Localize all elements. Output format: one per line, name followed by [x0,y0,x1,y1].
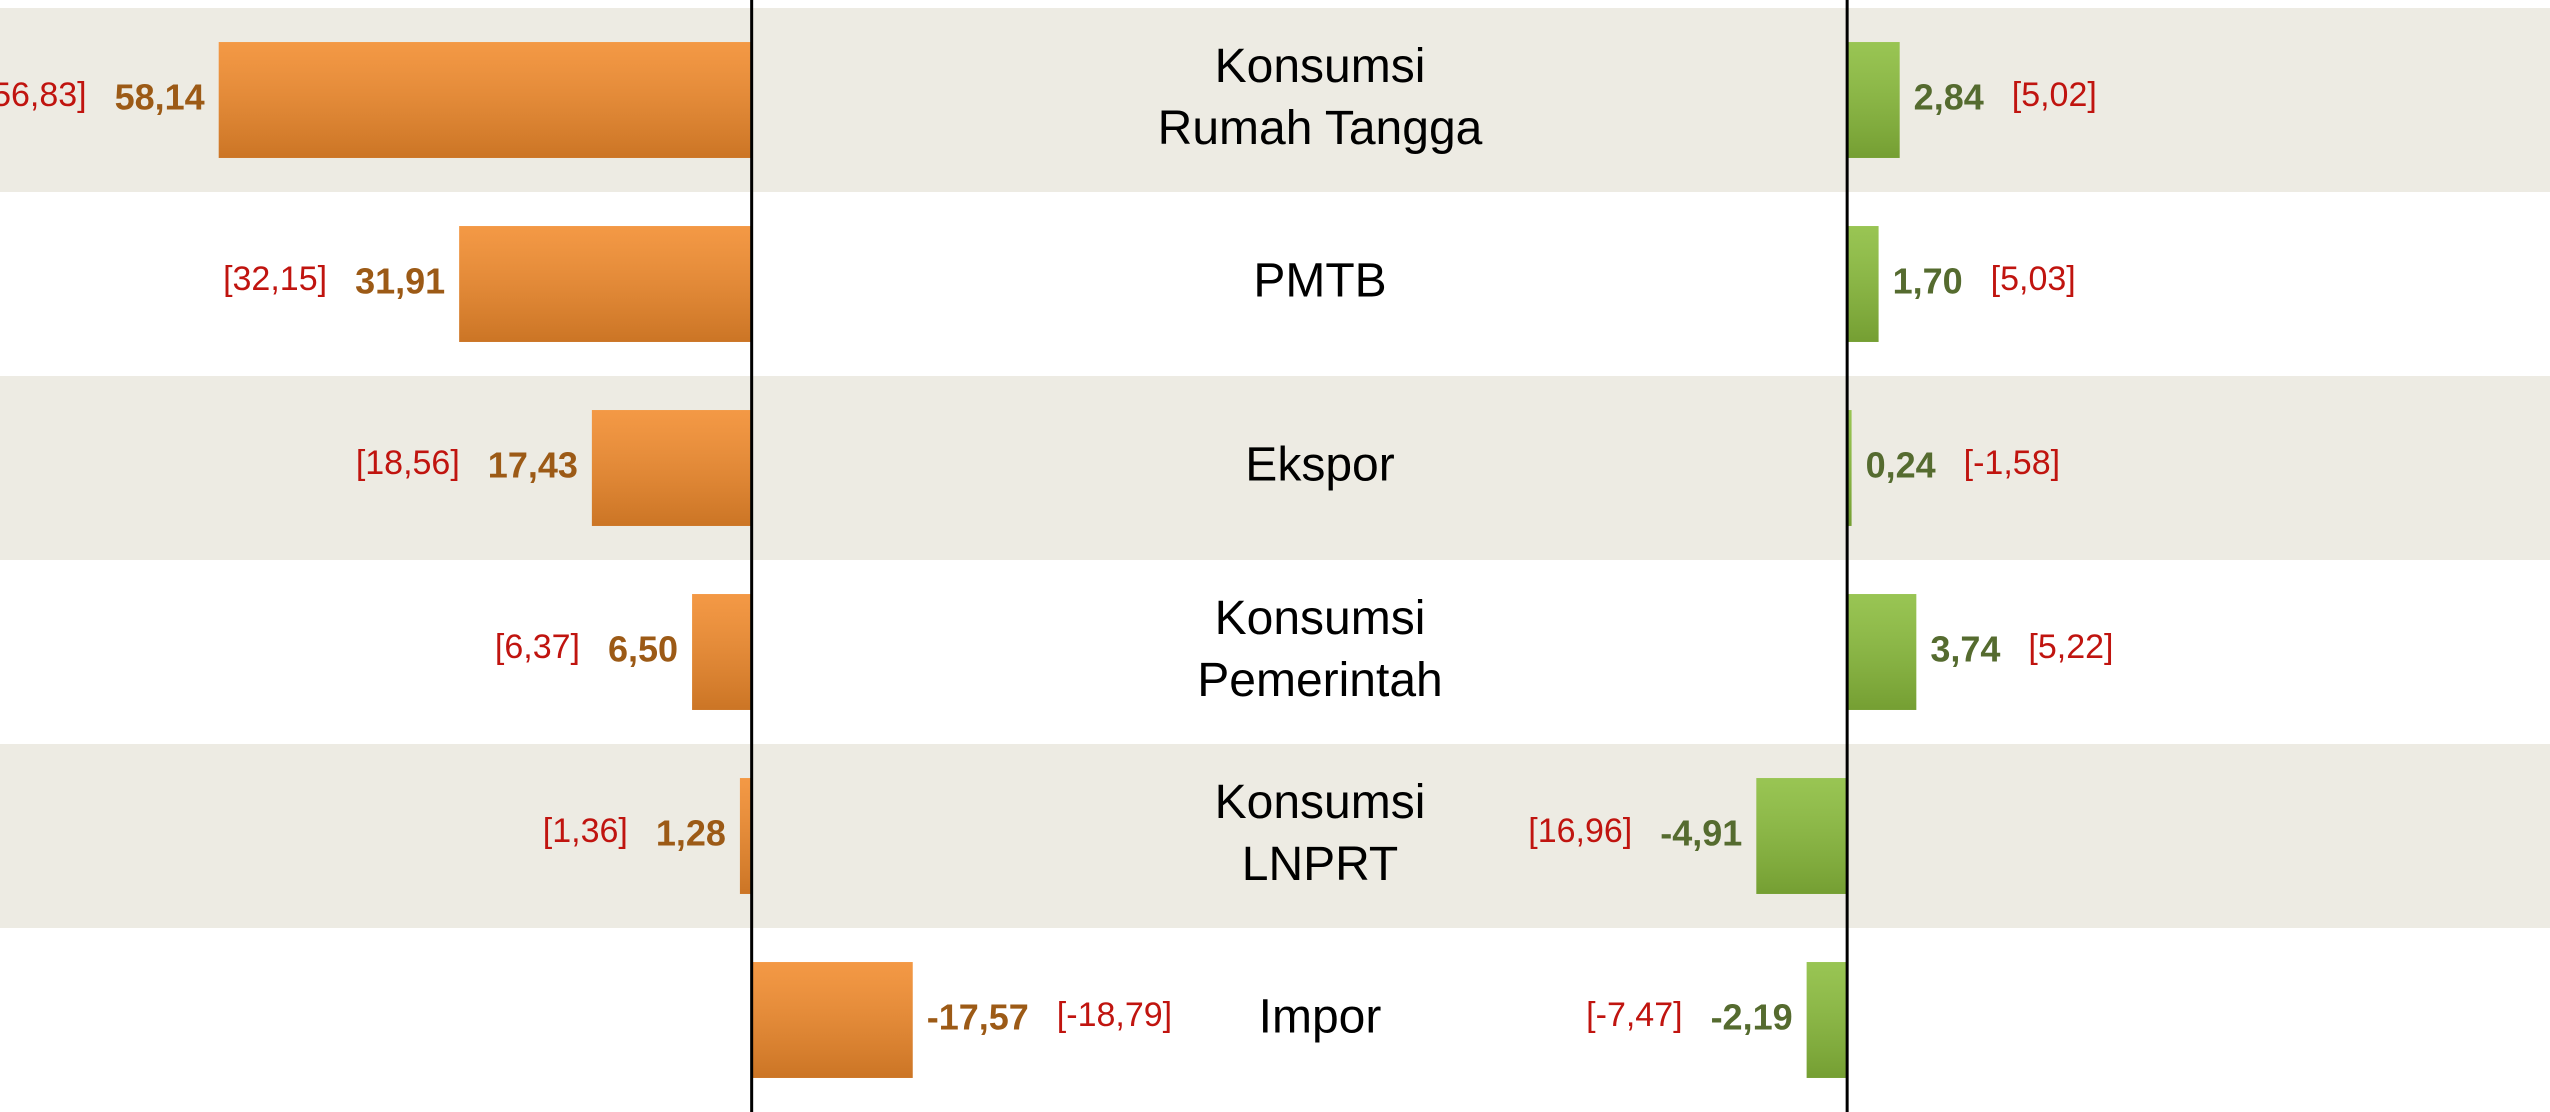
annotation: [-18,79] [1057,996,1172,1034]
value-label: -17,57 [927,997,1029,1038]
annotation: [-7,47] [1586,996,1682,1034]
annotation: [18,56] [356,444,460,482]
bar-shade [692,594,752,710]
annotation: [5,22] [2028,628,2113,666]
annotation: [1,36] [543,812,628,850]
value-label: 3,74 [1930,629,2000,670]
bar-shade [218,42,752,158]
bar-shade [591,410,752,526]
value-label: 58,14 [115,77,205,118]
value-label: 31,91 [355,261,445,302]
annotation: [6,37] [495,628,580,666]
category-label: PMTB [1253,255,1386,308]
row-band [0,376,2550,560]
category-label: Impor [1259,991,1382,1044]
bar-shade [1847,226,1879,342]
value-label: 0,24 [1866,445,1936,486]
bar-shade [459,226,752,342]
annotation: [16,96] [1528,812,1632,850]
value-label: 1,70 [1893,261,1963,302]
bar-shade [739,778,752,894]
value-label: 6,50 [608,629,678,670]
annotation: [-1,58] [1964,444,2060,482]
bar-shade [751,962,913,1078]
row-backgrounds [0,8,2550,928]
value-label: 2,84 [1914,77,1984,118]
annotation: [5,02] [2012,76,2097,114]
bar-shade [1847,410,1852,526]
annotation: [56,83] [0,76,87,114]
category-label: Konsumsi LNPRT [1215,776,1426,891]
annotation: [32,15] [223,260,327,298]
annotation: [5,03] [1991,260,2076,298]
bar-shade [1756,778,1848,894]
value-label: -2,19 [1711,997,1793,1038]
category-label: Konsumsi Pemerintah [1197,592,1442,707]
value-label: 1,28 [656,813,726,854]
row-band [0,744,2550,928]
bar-shade [1847,594,1917,710]
bar-shade [1847,42,1900,158]
value-label: 17,43 [488,445,578,486]
category-label: Ekspor [1245,439,1394,492]
bar-shade [1806,962,1848,1078]
value-label: -4,91 [1660,813,1742,854]
category-label: Konsumsi Rumah Tangga [1158,40,1483,155]
